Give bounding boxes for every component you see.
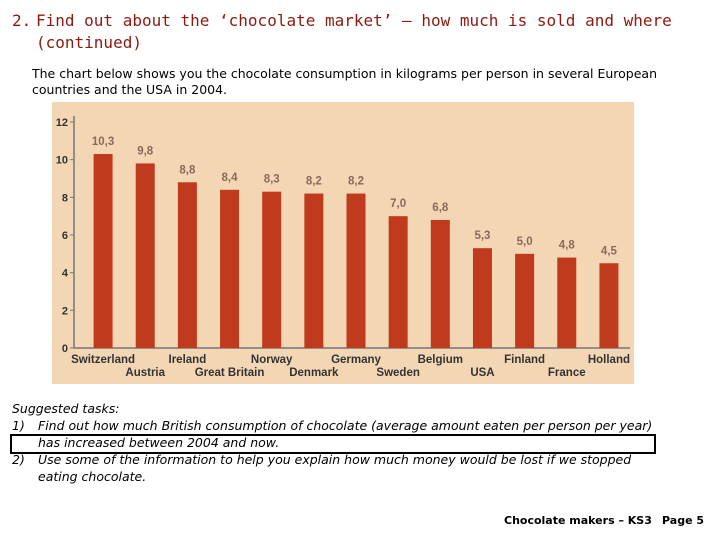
bar	[93, 154, 113, 348]
suggested-tasks: Suggested tasks: 1) Find out how much Br…	[12, 400, 662, 485]
bar	[262, 191, 282, 348]
title-line-1: Find out about the ‘chocolate market’ – …	[36, 11, 672, 30]
x-category-label: Austria	[125, 367, 165, 379]
bar-value-label: 8,2	[348, 176, 364, 188]
consumption-bar-chart: 0 2 4 6 8 10 12 10,3 Switzerland 9,8 Austria 8,8 Ire…	[52, 102, 634, 384]
x-category-label: Ireland	[169, 354, 207, 366]
bar-value-label: 8,2	[306, 176, 322, 188]
y-tick-label: 10	[56, 155, 68, 167]
x-category-label: Sweden	[376, 367, 419, 379]
x-category-label: France	[548, 367, 586, 379]
title-line-2: (continued)	[36, 33, 142, 52]
bar	[599, 263, 619, 348]
page-title: 2. Find out about the ‘chocolate market’ …	[12, 10, 672, 54]
y-tick-label: 4	[62, 268, 69, 280]
bar-value-label: 6,8	[432, 202, 449, 214]
bar	[220, 189, 240, 348]
bar-value-label: 8,4	[222, 172, 239, 184]
x-category-label: USA	[470, 367, 494, 379]
footer-title: Chocolate makers – KS3	[504, 514, 652, 527]
task-item-2-text: Use some of the information to help you …	[38, 452, 632, 484]
x-category-label: Finland	[504, 354, 545, 366]
y-tick-label: 8	[62, 192, 68, 204]
task-item-1-text: Find out how much British consumption of…	[38, 418, 653, 450]
x-category-label: Belgium	[418, 354, 463, 366]
task-number: 2.	[12, 11, 32, 30]
y-tick-label: 2	[62, 305, 68, 317]
x-category-label: Norway	[251, 354, 293, 366]
y-tick-label: 12	[56, 117, 68, 129]
task-item-2: 2) Use some of the information to help y…	[12, 451, 662, 485]
task-item-1: 1) Find out how much British consumption…	[12, 417, 662, 451]
tasks-heading: Suggested tasks:	[12, 401, 120, 416]
x-category-label: Germany	[331, 354, 381, 366]
bar	[304, 193, 324, 348]
page-number: Page 5	[662, 514, 705, 527]
bar-value-label: 5,3	[474, 230, 490, 242]
bar-value-label: 4,8	[559, 240, 576, 252]
bar	[557, 257, 577, 348]
bar	[515, 253, 535, 348]
bar-value-label: 9,8	[137, 145, 154, 157]
y-tick-label: 0	[62, 343, 68, 355]
task-item-1-number: 1)	[12, 418, 25, 433]
bar-value-label: 10,3	[92, 136, 114, 148]
bar	[430, 219, 450, 348]
bar-value-label: 5,0	[517, 236, 533, 248]
bar-value-label: 4,5	[601, 245, 618, 257]
bar	[177, 182, 197, 348]
bar	[472, 248, 492, 348]
bar	[346, 193, 366, 348]
bar	[388, 216, 408, 348]
x-category-label: Holland	[588, 354, 630, 366]
x-category-label: Denmark	[289, 367, 339, 379]
intro-text: The chart below shows you the chocolate …	[32, 66, 658, 97]
highlight-box	[10, 434, 656, 454]
task-item-2-number: 2)	[12, 452, 25, 467]
y-tick-label: 6	[62, 230, 68, 242]
bar	[135, 163, 155, 348]
bar-value-label: 7,0	[390, 198, 406, 210]
bar-value-label: 8,3	[264, 174, 280, 186]
bar-value-label: 8,8	[179, 164, 196, 176]
x-category-label: Switzerland	[71, 354, 135, 366]
x-category-label: Great Britain	[195, 367, 265, 379]
